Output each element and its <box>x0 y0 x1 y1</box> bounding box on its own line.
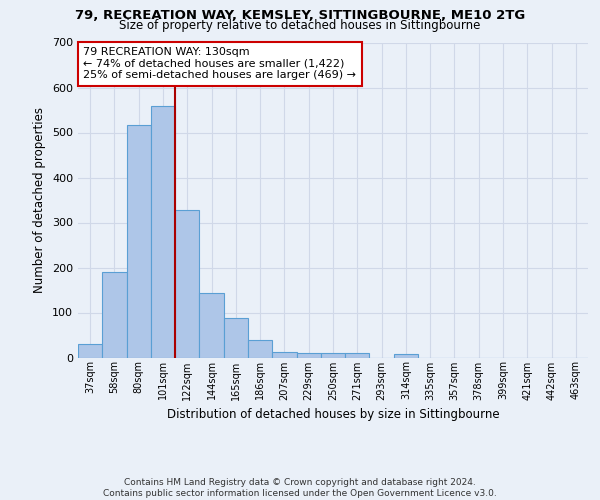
Bar <box>272 352 296 358</box>
Bar <box>345 353 370 358</box>
Text: Size of property relative to detached houses in Sittingbourne: Size of property relative to detached ho… <box>119 19 481 32</box>
Bar <box>151 106 175 358</box>
Text: 79 RECREATION WAY: 130sqm
← 74% of detached houses are smaller (1,422)
25% of se: 79 RECREATION WAY: 130sqm ← 74% of detac… <box>83 47 356 80</box>
Bar <box>102 272 127 358</box>
Bar <box>321 354 345 358</box>
Bar <box>175 210 199 358</box>
X-axis label: Distribution of detached houses by size in Sittingbourne: Distribution of detached houses by size … <box>167 408 499 421</box>
Bar <box>127 125 151 358</box>
Bar <box>296 353 321 358</box>
Bar <box>224 318 248 358</box>
Text: Contains HM Land Registry data © Crown copyright and database right 2024.
Contai: Contains HM Land Registry data © Crown c… <box>103 478 497 498</box>
Bar <box>394 354 418 358</box>
Bar <box>78 344 102 358</box>
Bar <box>248 340 272 357</box>
Text: 79, RECREATION WAY, KEMSLEY, SITTINGBOURNE, ME10 2TG: 79, RECREATION WAY, KEMSLEY, SITTINGBOUR… <box>75 9 525 22</box>
Y-axis label: Number of detached properties: Number of detached properties <box>34 107 46 293</box>
Bar <box>199 293 224 358</box>
